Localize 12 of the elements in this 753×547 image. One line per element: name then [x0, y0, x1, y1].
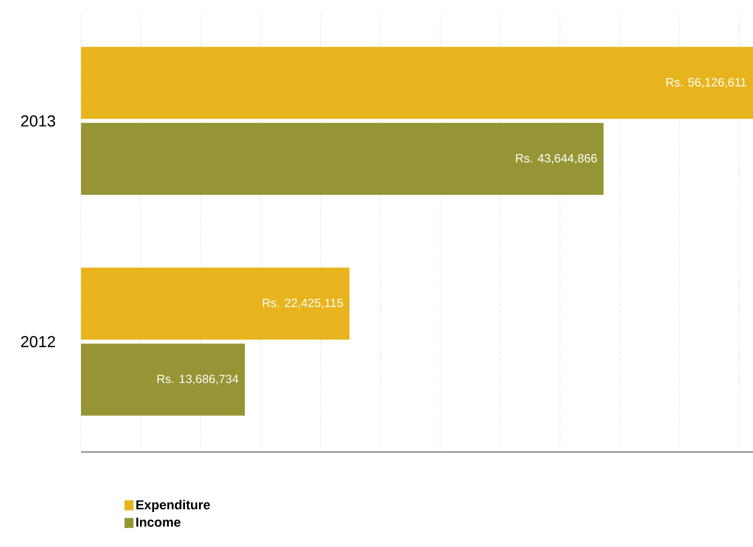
bar	[81, 268, 350, 340]
y-tick-label: 2012	[21, 336, 55, 348]
bar	[81, 122, 604, 195]
data-label: Rs. 56,126,611	[666, 78, 746, 88]
data-label: Rs. 13,686,734	[157, 374, 238, 385]
bar	[81, 46, 753, 119]
legend-label: Expenditure	[136, 500, 210, 512]
bar	[81, 344, 245, 416]
data-label: Rs. 43,644,866	[516, 154, 597, 164]
legend-label: Income	[136, 518, 180, 527]
data-label: Rs. 22,425,115	[262, 298, 343, 309]
y-tick-label: 2013	[21, 115, 56, 127]
